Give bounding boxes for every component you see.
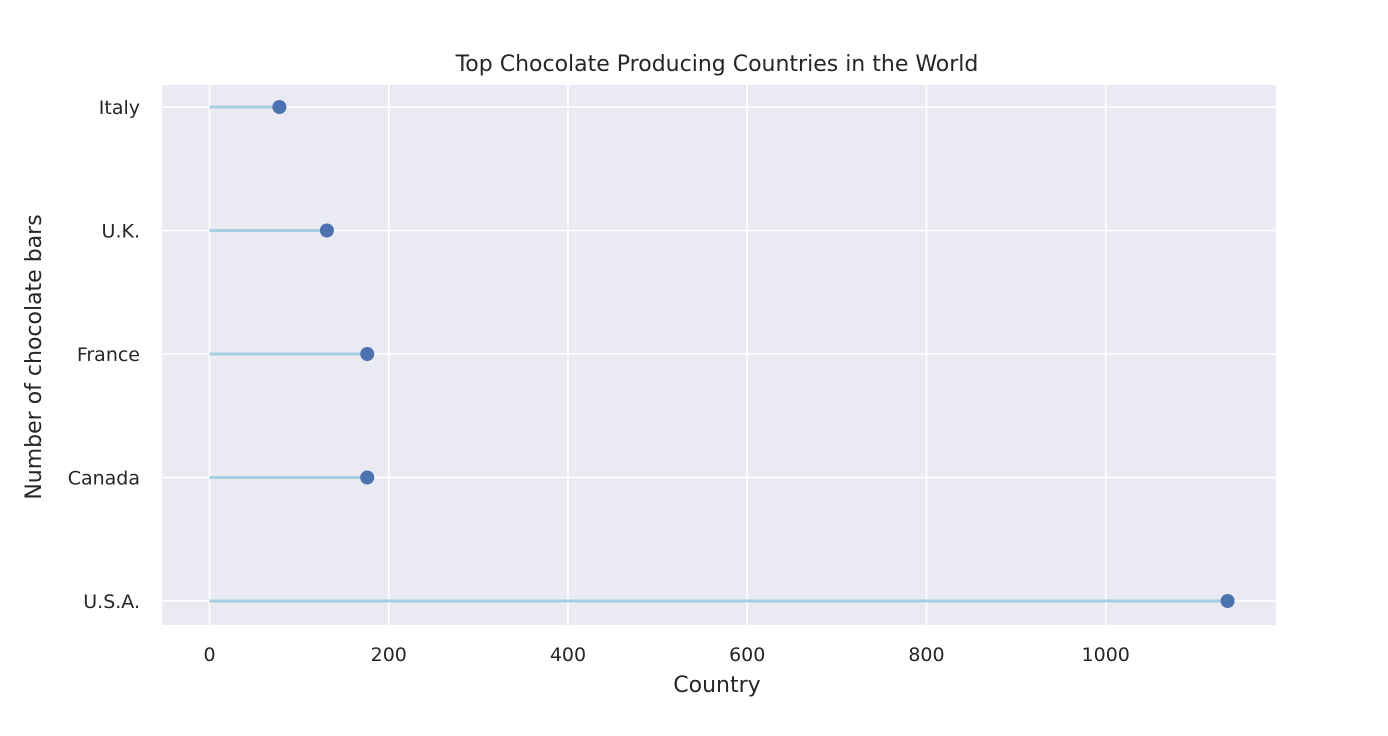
y-axis-label: Number of chocolate bars [22, 214, 47, 499]
y-tick-label: Italy [99, 97, 140, 119]
stems [209, 105, 1228, 603]
data-point [1220, 594, 1235, 608]
data-point [272, 100, 287, 114]
x-tick-label: 800 [908, 644, 944, 666]
chart-title: Top Chocolate Producing Countries in the… [455, 52, 979, 77]
x-tick-labels: 0 200 400 600 800 1000 [203, 644, 1129, 666]
x-tick-label: 600 [729, 644, 765, 666]
y-tick-label: France [77, 344, 140, 366]
x-tick-label: 0 [203, 644, 215, 666]
y-tick-labels: Italy U.K. France Canada U.S.A. [68, 97, 140, 613]
data-point [360, 470, 375, 485]
data-point [319, 223, 334, 238]
y-tick-label: U.K. [102, 221, 140, 243]
y-tick-label: U.S.A. [83, 591, 140, 613]
data-point [360, 347, 375, 361]
x-axis-label: Country [673, 673, 760, 698]
y-tick-label: Canada [68, 468, 140, 490]
x-tick-label: 400 [550, 644, 586, 666]
x-tick-label: 1000 [1082, 644, 1130, 666]
x-tick-label: 200 [371, 644, 407, 666]
markers [272, 100, 1235, 608]
